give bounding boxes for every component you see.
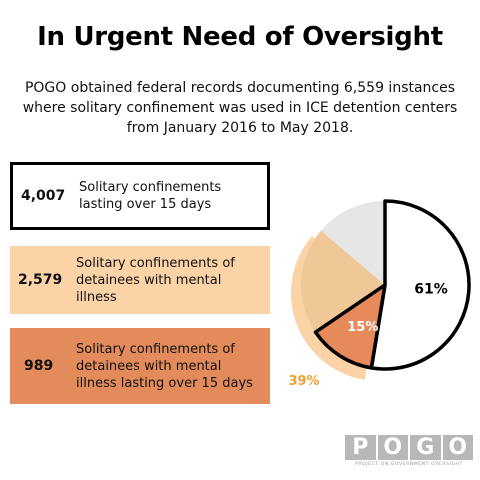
stat-label: Solitary confinements of detainees with …: [76, 255, 235, 305]
page-title: In Urgent Need of Oversight: [37, 22, 443, 52]
pie-slice-2: [300, 230, 385, 333]
pie-label-61: 61%: [414, 282, 448, 298]
pie-slice-0: [369, 199, 471, 371]
pie-label-15: 15%: [347, 320, 378, 335]
logo-letter: G: [410, 435, 441, 460]
logo-letter: O: [377, 435, 408, 460]
stat-label: Solitary confinements of detainees with …: [76, 341, 253, 391]
stat-value: 989: [24, 358, 54, 374]
pie-chart: 61% 15% 39%: [280, 185, 480, 390]
pie-slice-1: [315, 285, 385, 368]
logo-letter: O: [442, 435, 473, 460]
stat-label: Solitary confinements lasting over 15 da…: [79, 180, 222, 212]
stat-box-long-confinements: 4,007 Solitary confinements lasting over…: [10, 162, 270, 230]
pie-label-39: 39%: [288, 374, 319, 389]
stat-box-mental-illness: 2,579 Solitary confinements of detainees…: [10, 246, 270, 314]
stat-value: 2,579: [18, 272, 63, 288]
logo-letter: P: [345, 435, 376, 460]
pie-slice-1-outline: [313, 283, 387, 370]
stat-value: 4,007: [21, 188, 66, 204]
stat-box-mental-illness-long: 989 Solitary confinements of detainees w…: [10, 328, 270, 404]
logo-tagline: PROJECT ON GOVERNMENT OVERSIGHT: [355, 462, 463, 467]
page-subtitle: POGO obtained federal records documentin…: [22, 80, 458, 136]
pie-slice-3: [320, 201, 385, 285]
pie-chart-svg: 61% 15% 39%: [288, 199, 471, 389]
